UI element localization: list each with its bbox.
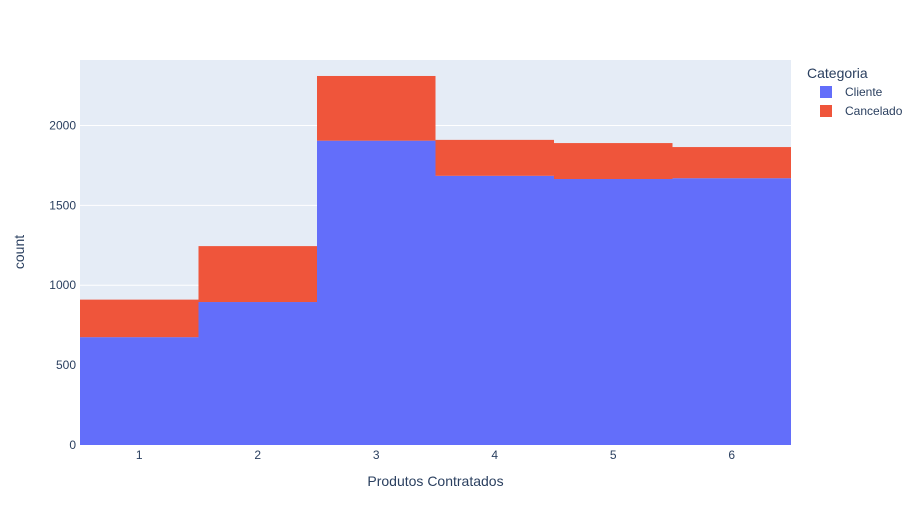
bar-cancelado — [435, 139, 554, 176]
legend-label-cliente[interactable]: Cliente — [845, 85, 883, 99]
x-tick-label: 3 — [373, 448, 380, 462]
y-tick-label: 2000 — [49, 118, 76, 132]
x-tick-label: 2 — [254, 448, 261, 462]
bar-cliente — [317, 140, 436, 446]
bar-cancelado — [198, 246, 317, 303]
x-tick-label: 5 — [610, 448, 617, 462]
bar-cancelado — [80, 299, 199, 338]
x-tick-label: 4 — [491, 448, 498, 462]
bar-cancelado — [672, 147, 791, 179]
x-tick-label: 1 — [136, 448, 143, 462]
y-tick-label: 500 — [56, 358, 76, 372]
bar-cancelado — [317, 75, 436, 141]
y-tick-label: 1500 — [49, 198, 76, 212]
legend: Categoria Cliente Cancelado — [807, 65, 903, 118]
legend-swatch-cancelado[interactable] — [820, 105, 832, 117]
y-tick-label: 0 — [69, 438, 76, 452]
bar-cliente — [435, 175, 554, 445]
y-ticks: 0 500 1000 1500 2000 — [49, 118, 76, 452]
legend-swatch-cliente[interactable] — [820, 86, 832, 98]
y-axis-title: count — [11, 235, 27, 269]
bar-cliente — [80, 337, 199, 445]
bar-cliente — [198, 302, 317, 445]
legend-label-cancelado[interactable]: Cancelado — [845, 104, 903, 118]
bars — [80, 75, 791, 446]
legend-title: Categoria — [807, 65, 868, 81]
bar-cliente — [554, 179, 673, 445]
x-ticks: 1 2 3 4 5 6 — [136, 448, 736, 462]
y-tick-label: 1000 — [49, 278, 76, 292]
x-tick-label: 6 — [728, 448, 735, 462]
x-axis-title: Produtos Contratados — [367, 473, 503, 489]
bar-cancelado — [554, 143, 673, 180]
bar-cliente — [672, 178, 791, 446]
